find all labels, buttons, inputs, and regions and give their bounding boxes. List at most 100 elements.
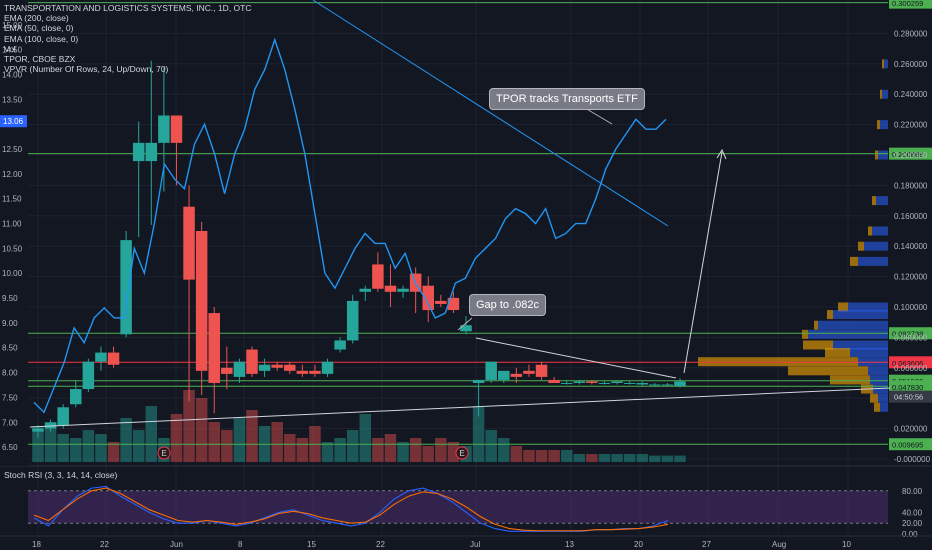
candle-body (145, 142, 158, 162)
left-axis-tick: 12.00 (2, 170, 23, 179)
candle-body (523, 370, 535, 374)
volume-bar (284, 434, 296, 462)
left-axis-tick: 8.50 (2, 344, 18, 353)
vpvr-up-bar (808, 329, 888, 339)
candle-body (284, 364, 296, 371)
legend-vol: Vol (4, 43, 16, 54)
rsi-series-line (33, 487, 669, 532)
volume-bar (107, 442, 120, 462)
vpvr-up-bar (876, 196, 888, 206)
rsi-axis-tick: 40.00 (902, 508, 923, 517)
left-axis-tick: 7.00 (2, 418, 18, 427)
countdown-tag (889, 390, 932, 403)
left-axis-tick: 9.00 (2, 319, 18, 328)
x-axis-tick: Jun (170, 540, 183, 549)
right-axis-tick: 0.240000 (894, 90, 928, 99)
volume-bar (208, 422, 220, 462)
volume-bar (674, 455, 686, 462)
left-axis-tick: 11.00 (2, 220, 22, 229)
left-axis-tick: 8.00 (2, 369, 18, 378)
candle-body (309, 370, 321, 374)
right-axis-tick: 0.160000 (894, 212, 928, 221)
volume-bar (598, 454, 611, 462)
volume-bar (560, 450, 573, 462)
right-axis-tick: 0.200000 (894, 151, 928, 160)
candle-body (510, 373, 523, 377)
rsi-band (28, 490, 888, 524)
vpvr-down-bar (827, 310, 833, 320)
candle-body (649, 384, 661, 386)
right-axis-tick: 0.280000 (894, 29, 928, 38)
candle-body (435, 300, 447, 304)
projection-arrowhead (716, 148, 727, 160)
volume-bar (334, 438, 346, 462)
vpvr-down-bar (874, 402, 880, 412)
vpvr-down-bar (850, 256, 858, 266)
candle-body (535, 364, 548, 377)
vpvr-up-bar (858, 357, 888, 367)
candle-body (170, 115, 183, 143)
volume-bar (120, 418, 132, 462)
candle-body (120, 240, 132, 335)
left-axis-tick: 11.50 (2, 195, 22, 204)
vpvr-up-bar (880, 120, 888, 130)
candle-body (158, 115, 170, 143)
triangle-upper-line (475, 337, 677, 379)
candle-body (233, 361, 246, 377)
vpvr-down-bar (802, 329, 808, 339)
right-axis-tick: 0.180000 (894, 181, 928, 190)
level-tag (889, 147, 932, 160)
vpvr-up-bar (818, 320, 888, 330)
candle-body (661, 384, 674, 386)
candle-body (296, 370, 309, 374)
volume-bar (523, 450, 535, 462)
volume-bar (183, 390, 195, 462)
stoch-rsi-label: Stoch RSI (3, 3, 14, 14, close) (4, 470, 118, 480)
volume-bar (611, 454, 623, 462)
tracks-callout-pointer (584, 107, 613, 125)
ema-line (312, 0, 669, 227)
candle-body (221, 367, 233, 374)
legend-vpvr: VPVR (Number Of Rows, 24, Up/Down, 70) (4, 64, 169, 75)
candle-body (586, 381, 598, 383)
candle-body (82, 361, 95, 390)
earnings-marker (157, 446, 171, 460)
level-tag (889, 438, 932, 451)
left-axis-tick: 15.00 (2, 21, 23, 30)
x-axis-tick: 15 (307, 540, 316, 549)
volume-bar (649, 455, 661, 462)
chart-title: TRANSPORTATION AND LOGISTICS SYSTEMS, IN… (4, 3, 252, 13)
volume-bar (548, 450, 560, 462)
volume-bar (44, 422, 57, 462)
volume-bar (535, 450, 548, 462)
vpvr-down-bar (698, 357, 858, 367)
volume-bar (447, 442, 460, 462)
vpvr-up-bar (878, 393, 888, 403)
level-tag-label: 0.300259 (892, 0, 923, 8)
candle-body (372, 264, 384, 289)
right-axis-tick: 0.080000 (894, 333, 928, 342)
volume-bar (636, 454, 648, 462)
tracks-callout: TPOR tracks Transports ETF (489, 88, 645, 110)
candle-body (674, 381, 686, 387)
x-axis-tick: 22 (100, 540, 109, 549)
support-trendline (29, 387, 891, 428)
candle-body (44, 422, 57, 429)
vpvr-down-bar (868, 226, 872, 236)
x-axis-tick: 10 (842, 540, 851, 549)
candle-body (195, 231, 208, 371)
rsi-axis-tick: 0.00 (902, 530, 918, 539)
rsi-axis-tick: 20.00 (902, 519, 923, 528)
vpvr-down-bar (858, 241, 864, 251)
right-axis-tick: -0.000000 (894, 455, 931, 464)
tpor-line (33, 37, 667, 414)
volume-bar (346, 430, 359, 462)
volume-bar (384, 434, 397, 462)
candle-body (447, 297, 460, 311)
vpvr-down-bar (814, 320, 818, 330)
candle-body (485, 361, 497, 380)
left-axis-bg (0, 0, 28, 466)
vpvr-down-bar (870, 393, 878, 403)
level-tag-label: 0.200889 (892, 150, 923, 159)
